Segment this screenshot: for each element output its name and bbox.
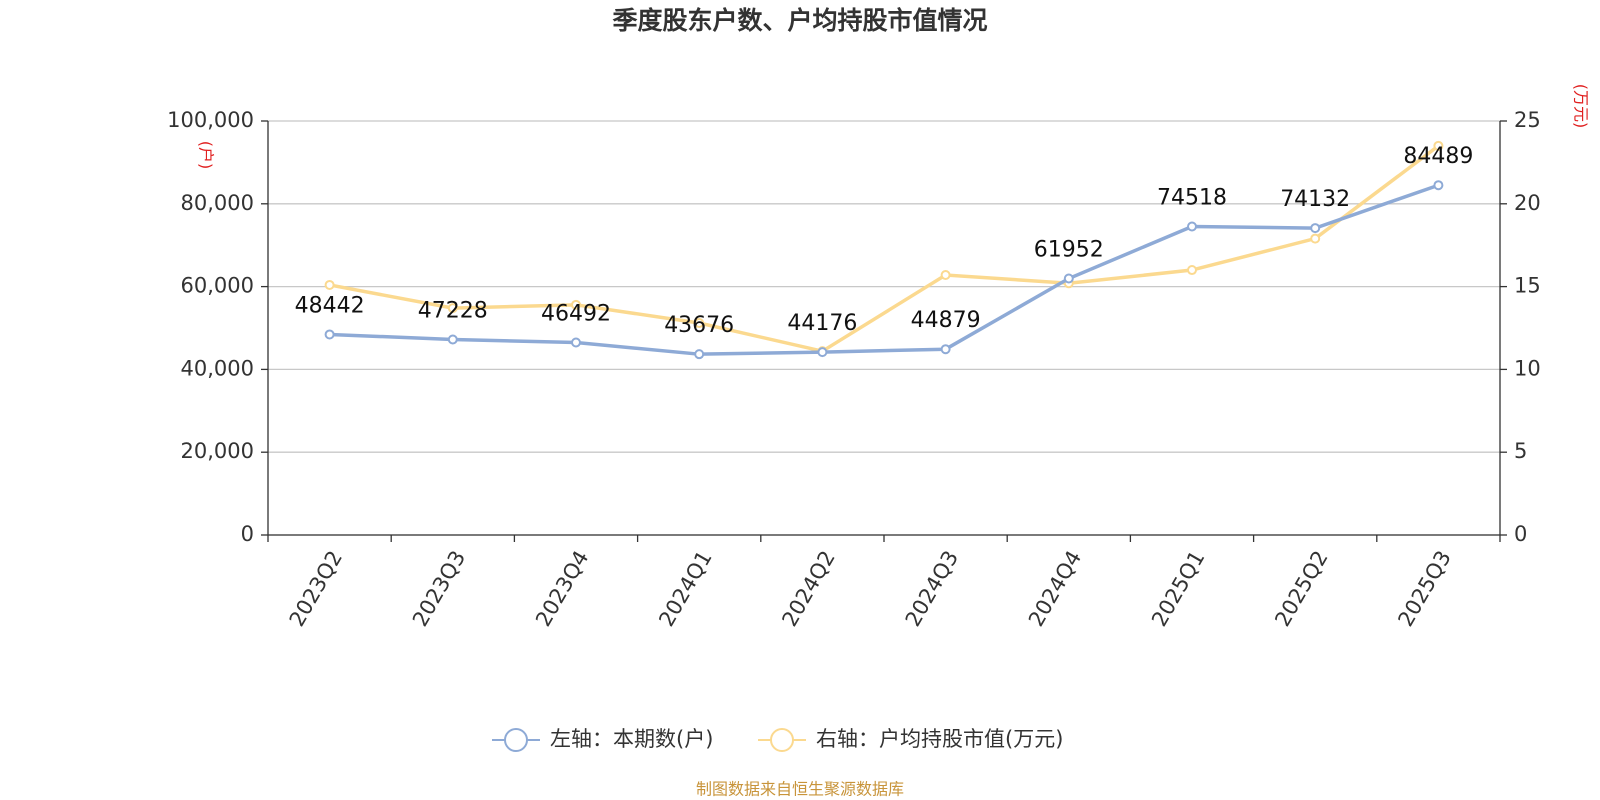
x-tick-label: 2023Q4 (531, 547, 593, 631)
x-tick-label: 2025Q1 (1147, 547, 1209, 631)
point (1310, 233, 1321, 244)
point (694, 349, 705, 360)
point (447, 334, 458, 345)
point (324, 329, 335, 340)
y-tick-label: 80,000 (181, 191, 254, 215)
data-label: 48442 (295, 293, 365, 318)
point (1433, 140, 1444, 151)
point (817, 347, 828, 358)
y-tick-label: 40,000 (181, 356, 254, 380)
point (1310, 223, 1321, 234)
data-label: 44176 (787, 311, 857, 336)
data-label: 46492 (541, 302, 611, 327)
data-label: 74132 (1280, 187, 1350, 212)
y2-tick-label: 20 (1514, 191, 1541, 215)
y-tick-label: 60,000 (181, 274, 254, 298)
y2-unit: (万元) (1572, 84, 1591, 129)
legend-marker (770, 728, 794, 752)
data-label: 84489 (1403, 144, 1473, 169)
x-tick-label: 2024Q4 (1024, 547, 1086, 631)
data-label: 74518 (1157, 185, 1227, 210)
series-line (329, 183, 1439, 356)
x-tick-label: 2025Q3 (1393, 547, 1455, 631)
point (940, 270, 951, 281)
series-line (329, 144, 1440, 354)
x-tick-label: 2024Q3 (901, 547, 963, 631)
legend-marker (504, 728, 528, 752)
point (571, 299, 581, 310)
data-label: 61952 (1034, 238, 1104, 263)
x-tick-label: 2024Q2 (777, 547, 839, 631)
source-note: 制图数据来自恒生聚源数据库 (696, 780, 904, 799)
y2-tick-label: 10 (1514, 356, 1541, 380)
y-tick-label: 100,000 (167, 108, 254, 132)
point (1187, 265, 1197, 276)
point (1187, 221, 1197, 232)
y2-tick-label: 0 (1514, 522, 1527, 546)
point (1433, 180, 1444, 191)
y-tick-label: 20,000 (181, 439, 254, 463)
data-label: 43676 (664, 313, 734, 338)
y2-tick-label: 15 (1514, 274, 1541, 298)
data-label: 44879 (911, 308, 981, 333)
legend-label: 左轴：本期数(户) (550, 727, 713, 751)
y-tick-label: 0 (241, 522, 254, 546)
point (694, 318, 705, 329)
x-tick-label: 2023Q3 (408, 547, 470, 631)
y2-tick-label: 5 (1514, 439, 1527, 463)
y-unit: (户) (197, 141, 216, 170)
point (324, 279, 335, 290)
point (940, 344, 951, 355)
x-tick-label: 2023Q2 (285, 547, 347, 631)
point (447, 303, 458, 314)
point (571, 337, 581, 348)
y2-tick-label: 25 (1514, 108, 1541, 132)
chart-title: 季度股东户数、户均持股市值情况 (612, 6, 987, 35)
x-tick-label: 2024Q1 (654, 547, 716, 631)
legend-label: 右轴：户均持股市值(万元) (816, 727, 1063, 751)
x-tick-label: 2025Q2 (1270, 547, 1332, 631)
data-label: 47228 (418, 298, 488, 323)
point (1063, 273, 1074, 284)
